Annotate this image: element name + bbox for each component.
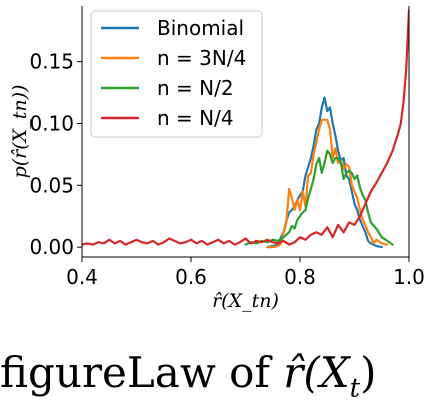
plot-area: [82, 8, 409, 249]
caption-prefix: figureLaw of: [0, 348, 284, 397]
y-axis-label: p(r̂(X_tn)): [9, 85, 31, 179]
y-tick-label-0: 0.00: [29, 235, 74, 259]
caption-math-text: r̂(X: [283, 348, 350, 397]
axes: 0.4 0.6 0.8 1.0 0.00 0.05 0.10 0.15 r̂(X_tn) p(r̂…: [9, 6, 425, 312]
caption-math-sub: t: [349, 373, 361, 404]
legend: Binomial n = 3N/4 n = N/2 n = N/4: [90, 10, 263, 138]
caption-suffix: ): [360, 348, 377, 397]
legend-label-2: n = N/2: [157, 76, 234, 100]
series-line-3: [82, 8, 409, 246]
x-tick-label-3: 1.0: [393, 265, 425, 289]
x-tick-label-0: 0.4: [66, 265, 98, 289]
figure-caption: figureLaw of r̂(Xt): [0, 344, 431, 403]
series-line-2: [244, 149, 394, 246]
caption-math: r̂(Xt: [283, 348, 360, 403]
y-tick-label-3: 0.15: [29, 50, 74, 74]
legend-label-0: Binomial: [157, 16, 244, 40]
x-tick-label-1: 0.6: [175, 265, 207, 289]
y-tick-label-2: 0.10: [29, 111, 74, 135]
series-line-1: [266, 118, 389, 249]
y-tick-label-1: 0.05: [29, 173, 74, 197]
legend-label-1: n = 3N/4: [157, 46, 246, 70]
chart: 0.4 0.6 0.8 1.0 0.00 0.05 0.10 0.15 r̂(X_tn) p(r̂…: [9, 6, 425, 312]
x-tick-label-2: 0.8: [284, 265, 316, 289]
legend-label-3: n = N/4: [157, 106, 234, 130]
x-axis-label: r̂(X_tn): [212, 290, 279, 312]
legend-box: [90, 10, 263, 138]
